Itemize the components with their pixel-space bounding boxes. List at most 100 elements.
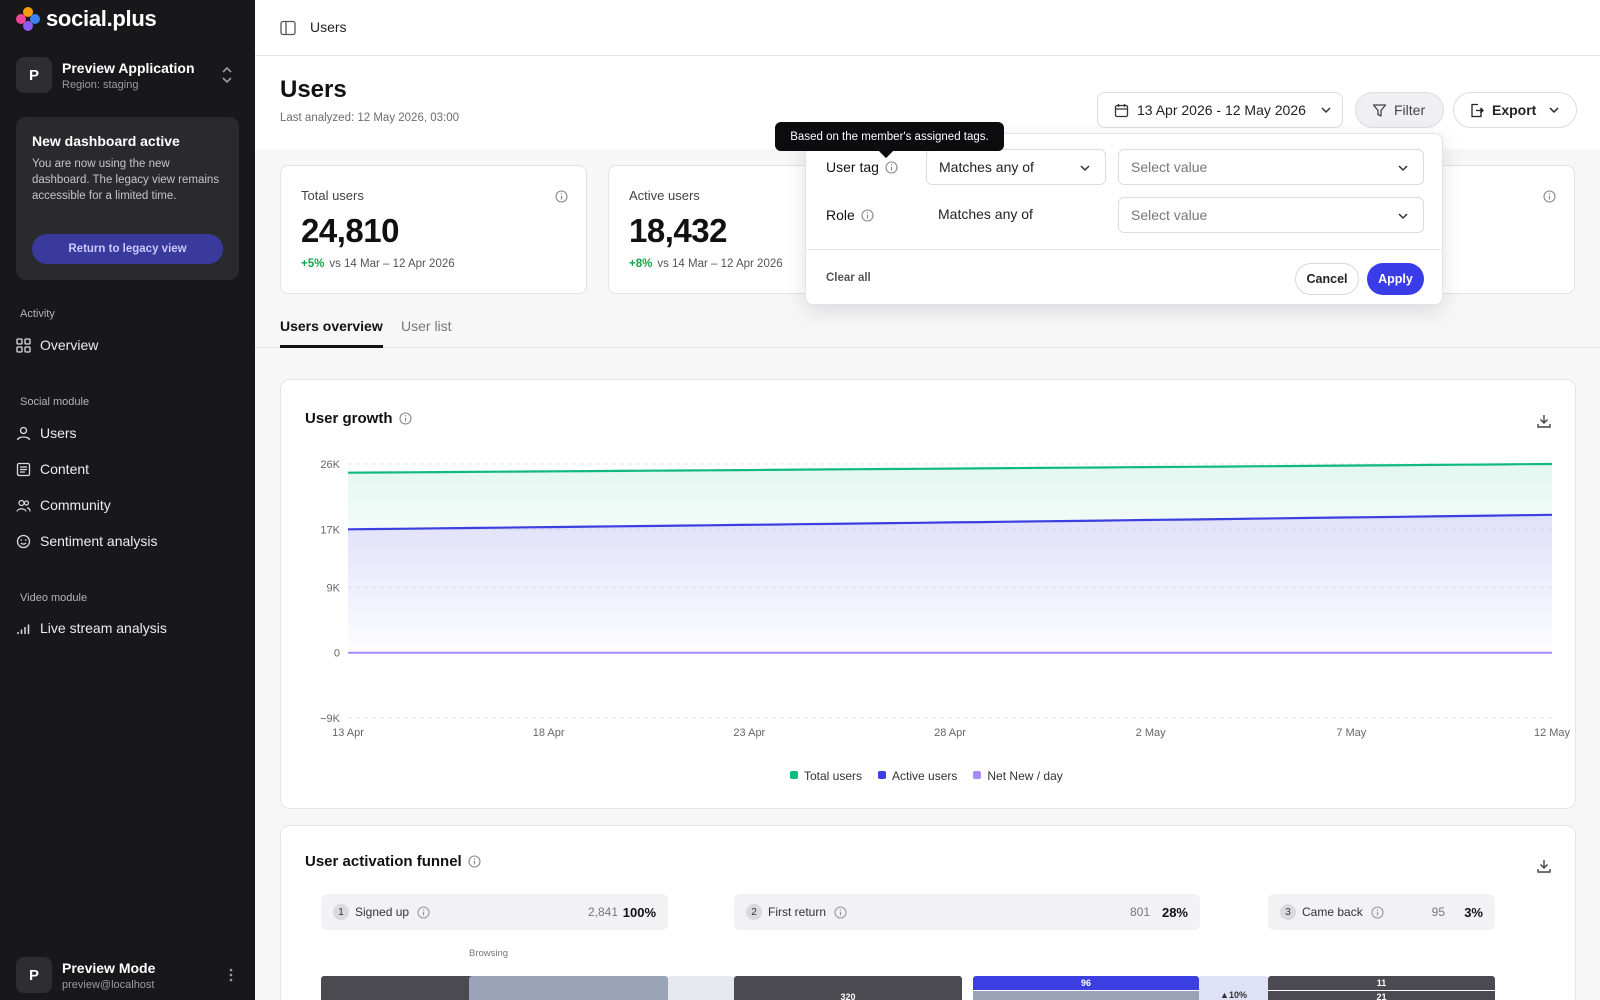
sidebar-item-users[interactable]: Users — [16, 422, 77, 444]
info-icon[interactable] — [417, 905, 430, 919]
step-percent: 100% — [622, 904, 656, 920]
top-bar: Users — [255, 0, 1600, 56]
filter-label: Filter — [1394, 102, 1426, 118]
role-operator[interactable]: Matches any of — [938, 206, 1033, 222]
download-icon[interactable] — [1536, 858, 1552, 874]
filter-label: User tag — [826, 159, 879, 175]
step-number: 2 — [746, 904, 762, 920]
apply-button[interactable]: Apply — [1367, 263, 1424, 295]
new-dashboard-notice: New dashboard active You are now using t… — [16, 117, 239, 280]
kpi-label: Total users — [301, 188, 364, 203]
tab-users-overview[interactable]: Users overview — [280, 318, 383, 348]
info-icon[interactable] — [468, 855, 481, 868]
nav-section-video: Video module — [20, 592, 88, 604]
sidebar-item-live-stream[interactable]: Live stream analysis — [16, 617, 167, 639]
sidebar-toggle-icon[interactable] — [280, 20, 296, 36]
legend-item-active-users[interactable]: Active users — [878, 769, 957, 783]
info-icon[interactable] — [1371, 905, 1384, 919]
sidebar-item-label: Sentiment analysis — [40, 533, 158, 549]
app-region: Region: staging — [62, 78, 139, 91]
cancel-button[interactable]: Cancel — [1295, 263, 1359, 295]
filter-button[interactable]: Filter — [1355, 92, 1444, 128]
step-count: 2,841 — [587, 905, 618, 919]
filter-row-label-role: Role — [826, 207, 874, 223]
app-switcher[interactable]: P Preview Application Region: staging — [16, 57, 240, 93]
popover-divider — [806, 249, 1442, 250]
y-tick-label: 26K — [320, 459, 340, 471]
signal-bars-icon — [17, 624, 30, 634]
tab-bar: Users overview User list — [255, 305, 1600, 348]
funnel-step-first-return[interactable]: 2 First return 801 28% — [734, 894, 1200, 930]
step-count: 801 — [1129, 905, 1150, 919]
funnel-bar[interactable]: 320 — [734, 976, 962, 1000]
legend-item-total-users[interactable]: Total users — [790, 769, 862, 783]
y-tick-label: 0 — [334, 648, 340, 660]
filter-icon — [1372, 103, 1387, 117]
funnel-bar[interactable] — [973, 991, 1199, 1000]
export-button[interactable]: Export — [1453, 92, 1577, 128]
export-icon — [1471, 103, 1484, 117]
user-tag-operator-select[interactable]: Matches any of — [926, 149, 1106, 185]
user-tag-value-select[interactable]: Select value — [1118, 149, 1424, 185]
filter-popover: User tag Matches any of Select value Rol… — [805, 133, 1443, 305]
sidebar-item-community[interactable]: Community — [16, 494, 111, 516]
kpi-compare: vs 14 Mar – 12 Apr 2026 — [329, 258, 455, 270]
chevron-up-down-icon — [222, 66, 232, 84]
legend-label: Active users — [892, 769, 958, 783]
step-number: 1 — [333, 904, 349, 920]
chevron-down-icon — [1549, 107, 1559, 114]
kpi-delta-pct: +8% — [629, 258, 653, 270]
funnel-step-came-back[interactable]: 3 Came back 95 3% — [1268, 894, 1495, 930]
value-placeholder: Select value — [1131, 207, 1208, 223]
step-percent: 3% — [1464, 904, 1483, 920]
x-tick-label: 23 Apr — [733, 727, 765, 739]
kpi-compare: vs 14 Mar – 12 Apr 2026 — [657, 258, 783, 270]
export-label: Export — [1492, 102, 1537, 118]
brand-logo[interactable]: social.plus — [16, 6, 157, 32]
info-icon[interactable] — [1543, 190, 1556, 203]
tab-user-list[interactable]: User list — [401, 318, 452, 334]
bar-delta-label: ▲10% — [1220, 990, 1247, 1000]
funnel-bar[interactable]: 11 — [1268, 976, 1495, 990]
funnel-step-signed-up[interactable]: 1 Signed up 2,841 100% — [321, 894, 668, 930]
user-growth-title: User growth — [305, 410, 393, 427]
sidebar-item-sentiment[interactable]: Sentiment analysis — [16, 530, 158, 552]
legend-swatch — [878, 771, 887, 779]
sidebar-item-label: Users — [40, 425, 77, 441]
chevron-down-icon — [1398, 213, 1408, 220]
step-label: Came back — [1302, 905, 1363, 919]
filter-row-label-user-tag: User tag — [826, 159, 898, 175]
series-line-total-users — [347, 462, 1553, 474]
chevron-down-icon — [1398, 165, 1408, 172]
sidebar-item-overview[interactable]: Overview — [16, 334, 98, 356]
funnel-bar[interactable]: 21 — [1268, 991, 1495, 1000]
user-growth-chart: 26K 17K 9K 0 −9K 13 Apr 18 Apr 23 Apr 28 Apr 2 Ma… — [320, 459, 1570, 739]
kpi-label: Active users — [629, 188, 700, 203]
download-icon[interactable] — [1536, 413, 1552, 429]
x-tick-label: 2 May — [1136, 727, 1166, 739]
more-vertical-icon[interactable] — [228, 965, 234, 985]
clear-all-link[interactable]: Clear all — [826, 272, 871, 284]
return-legacy-button[interactable]: Return to legacy view — [32, 234, 223, 264]
info-icon[interactable] — [861, 208, 874, 222]
kpi-value: 24,810 — [301, 212, 399, 249]
document-icon — [16, 462, 31, 476]
info-icon[interactable] — [398, 412, 412, 425]
card-title: User activation funnel — [305, 853, 481, 870]
funnel-bar[interactable] — [469, 976, 668, 1000]
user-account-menu[interactable]: P Preview Mode preview@localhost — [16, 957, 240, 993]
date-range-picker[interactable]: 13 Apr 2026 - 12 May 2026 — [1097, 92, 1343, 128]
info-icon[interactable] — [555, 190, 568, 203]
funnel-bar[interactable]: 96 — [973, 976, 1199, 990]
funnel-bar-gap — [668, 976, 734, 1000]
nav-section-social: Social module — [20, 396, 90, 408]
info-icon[interactable] — [885, 160, 898, 174]
sidebar-item-content[interactable]: Content — [16, 458, 89, 480]
funnel-title: User activation funnel — [305, 853, 462, 870]
role-value-select[interactable]: Select value — [1118, 197, 1424, 233]
legend-item-net-new[interactable]: Net New / day — [973, 769, 1063, 783]
user-name: Preview Mode — [62, 959, 156, 976]
user-icon — [16, 426, 31, 440]
info-icon[interactable] — [834, 905, 847, 919]
chevron-down-icon — [1080, 165, 1090, 172]
